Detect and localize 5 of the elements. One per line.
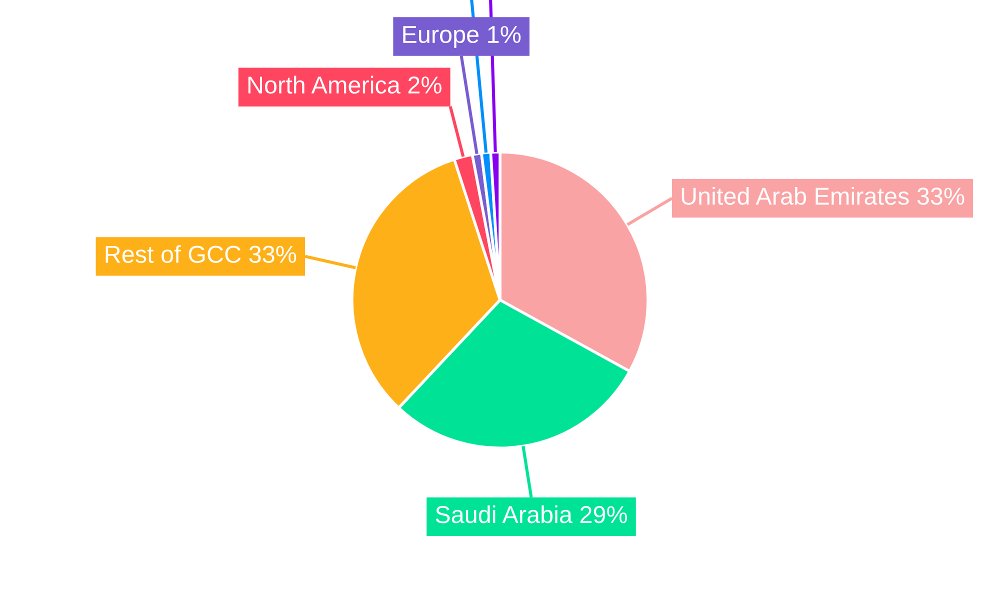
slice-label: Europe 1% bbox=[403, 26, 521, 48]
slice-label: United Arab Emirates 33% bbox=[682, 186, 964, 205]
slice-label: Rest of GCC 33% bbox=[106, 245, 296, 263]
slice-label: Saudi Arabia 29% bbox=[436, 505, 628, 524]
slice-label: North America 2% bbox=[248, 76, 442, 94]
